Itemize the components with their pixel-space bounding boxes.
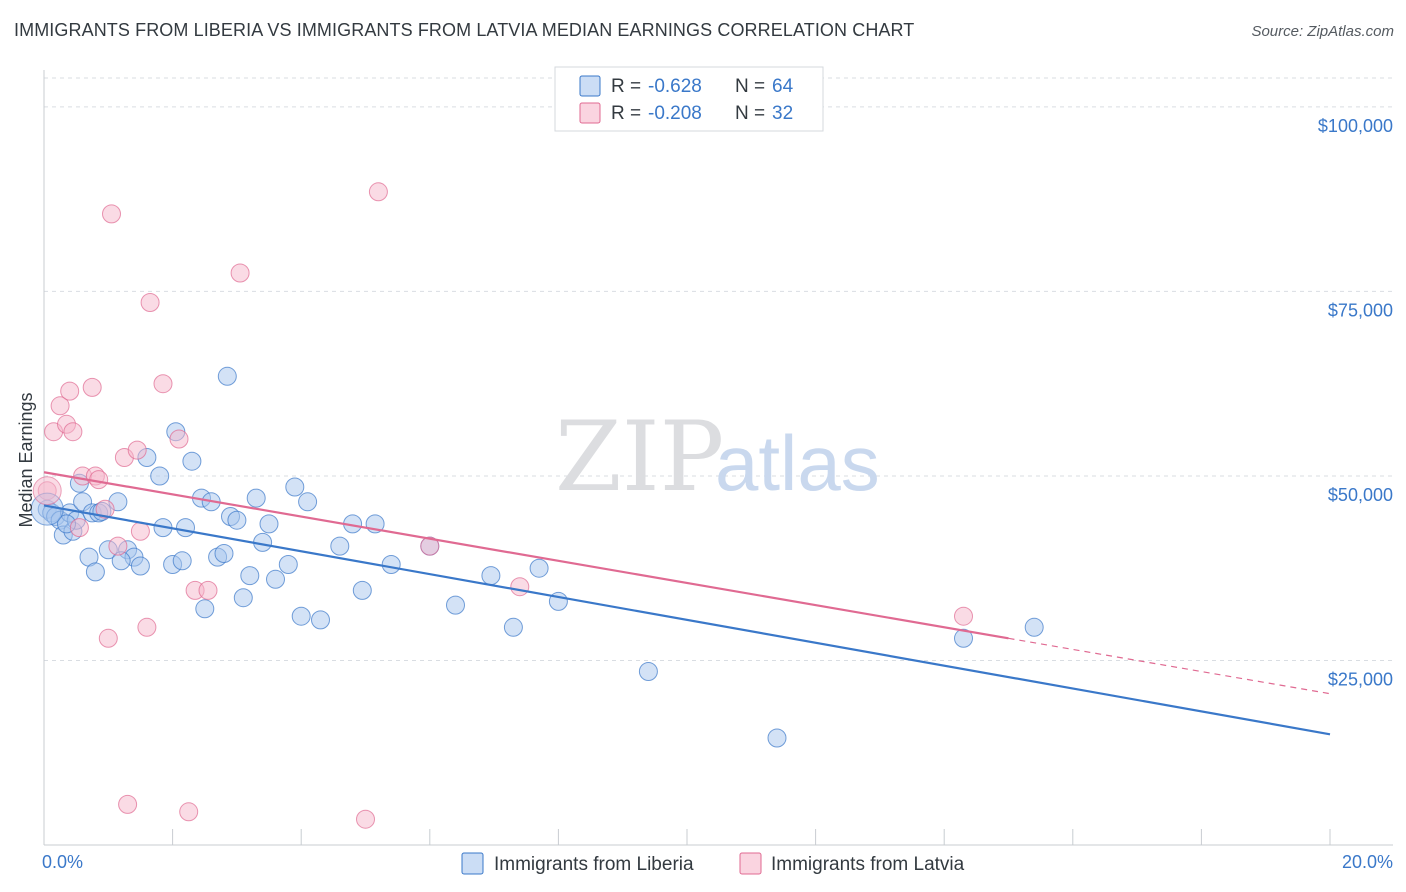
point-latvia <box>32 476 62 506</box>
point-liberia <box>266 569 285 589</box>
legend-n-label-liberia: N = <box>735 76 765 97</box>
point-latvia <box>82 377 102 397</box>
bottom-legend-swatch-liberia <box>461 852 484 875</box>
point-latvia <box>108 536 128 556</box>
point-liberia <box>503 617 523 637</box>
x-tick-max: 20.0% <box>1342 852 1393 872</box>
series-legend: Immigrants from Liberia Immigrants from … <box>461 852 965 875</box>
point-liberia <box>278 555 298 574</box>
point-liberia <box>954 628 973 648</box>
point-latvia <box>137 617 157 637</box>
data-points <box>30 182 1044 829</box>
legend-swatch-latvia <box>579 102 601 124</box>
bottom-legend-swatch-latvia <box>739 852 762 875</box>
point-liberia <box>195 599 215 619</box>
point-latvia <box>230 263 250 283</box>
point-liberia <box>767 728 787 748</box>
point-liberia <box>240 566 260 586</box>
point-liberia <box>311 610 330 630</box>
watermark-zip: ZIP <box>555 401 724 513</box>
legend-r-value-latvia: -0.208 <box>648 103 702 124</box>
point-liberia <box>352 580 372 600</box>
point-liberia <box>176 518 195 538</box>
point-liberia <box>233 588 253 608</box>
x-tick-min: 0.0% <box>42 852 83 872</box>
point-liberia <box>227 510 247 530</box>
point-latvia <box>102 204 121 224</box>
trend-line-liberia <box>43 504 1331 736</box>
legend-r-label-liberia: R = <box>611 76 641 97</box>
legend-n-value-liberia: 64 <box>772 76 794 97</box>
point-latvia <box>356 809 375 829</box>
point-liberia <box>85 562 105 582</box>
y-tick-label: $50,000 <box>1328 485 1393 505</box>
point-latvia <box>98 628 118 648</box>
axes <box>43 70 1393 846</box>
bottom-legend-label-liberia: Immigrants from Liberia <box>494 854 694 875</box>
trend-lines <box>43 471 1331 736</box>
y-tick-label: $25,000 <box>1328 669 1393 689</box>
legend-n-label-latvia: N = <box>735 103 765 124</box>
point-liberia <box>298 492 318 512</box>
point-latvia <box>50 396 70 416</box>
point-liberia <box>381 555 401 574</box>
point-liberia <box>182 451 202 471</box>
point-liberia <box>150 466 170 486</box>
point-liberia <box>259 514 279 534</box>
point-latvia <box>95 499 115 519</box>
legend-r-label-latvia: R = <box>611 103 641 124</box>
point-liberia <box>1024 617 1044 637</box>
watermark-atlas: atlas <box>715 419 880 507</box>
point-latvia <box>510 577 530 597</box>
point-liberia <box>214 544 234 563</box>
source-label: Source: ZipAtlas.com <box>1251 23 1394 40</box>
y-tick-label: $75,000 <box>1328 300 1393 320</box>
watermark: ZIP atlas <box>555 401 880 513</box>
point-liberia <box>330 536 350 556</box>
point-latvia <box>169 429 189 449</box>
point-latvia <box>198 580 218 600</box>
legend-swatch-liberia <box>579 75 601 97</box>
point-latvia <box>954 606 973 626</box>
point-latvia <box>153 374 173 394</box>
chart-title: IMMIGRANTS FROM LIBERIA VS IMMIGRANTS FR… <box>14 20 915 40</box>
point-liberia <box>291 606 311 626</box>
point-latvia <box>368 182 388 202</box>
point-latvia <box>130 521 150 541</box>
point-liberia <box>130 556 150 576</box>
bottom-legend-label-latvia: Immigrants from Latvia <box>771 854 965 875</box>
point-liberia <box>217 366 237 386</box>
point-latvia <box>179 802 199 822</box>
point-liberia <box>481 566 501 586</box>
point-latvia <box>420 536 440 556</box>
legend-n-value-latvia: 32 <box>772 103 793 124</box>
point-liberia <box>285 477 305 497</box>
point-liberia <box>529 558 549 578</box>
trend-line-latvia <box>43 471 1009 640</box>
y-tick-labels: $25,000 $50,000 $75,000 $100,000 <box>1318 116 1393 690</box>
y-tick-label: $100,000 <box>1318 116 1393 136</box>
point-liberia <box>246 488 266 508</box>
point-liberia <box>172 551 192 571</box>
point-liberia <box>638 662 658 681</box>
point-latvia <box>140 293 160 312</box>
point-latvia <box>127 440 147 460</box>
point-latvia <box>69 518 89 538</box>
legend-r-value-liberia: -0.628 <box>648 76 702 97</box>
point-latvia <box>63 422 83 442</box>
correlation-legend: R = -0.628 N = 64 R = -0.208 N = 32 <box>554 66 824 132</box>
y-axis-title: Median Earnings <box>16 392 36 527</box>
point-latvia <box>60 381 80 401</box>
point-latvia <box>118 794 138 814</box>
point-liberia <box>446 595 465 615</box>
